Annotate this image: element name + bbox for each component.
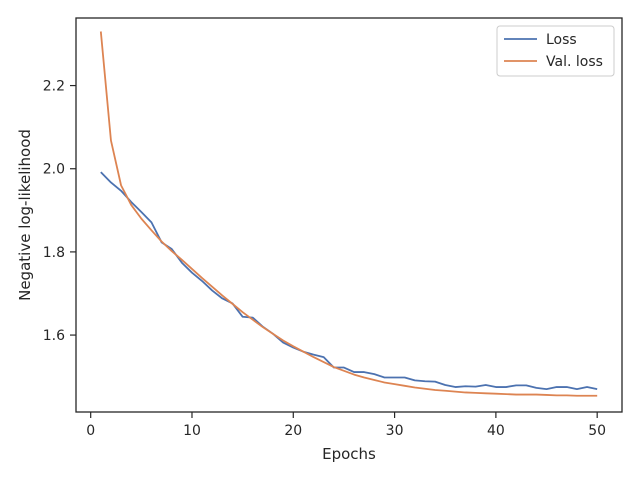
series-line-loss bbox=[100, 171, 598, 391]
series-line-val-loss bbox=[99, 31, 598, 397]
x-tick-label: 0 bbox=[86, 423, 95, 439]
x-tick-label: 10 bbox=[183, 423, 201, 439]
x-tick-label: 20 bbox=[284, 423, 302, 439]
x-tick-label: 50 bbox=[588, 423, 606, 439]
y-axis-ticks: 1.6 1.8 2.0 2.2 bbox=[43, 79, 76, 344]
y-axis-label: Negative log-likelihood bbox=[16, 129, 34, 301]
y-tick-label: 1.6 bbox=[43, 328, 65, 344]
legend: Loss Val. loss bbox=[496, 25, 615, 77]
x-tick-label: 40 bbox=[487, 423, 505, 439]
y-tick-label: 1.8 bbox=[43, 245, 65, 261]
series-layer bbox=[99, 31, 598, 397]
x-axis-ticks: 0 10 20 30 40 50 bbox=[86, 412, 606, 439]
legend-label-loss: Loss bbox=[546, 32, 577, 48]
y-tick-label: 2.2 bbox=[43, 79, 65, 95]
y-tick-label: 2.0 bbox=[43, 162, 65, 178]
legend-label-val-loss: Val. loss bbox=[546, 54, 603, 70]
x-tick-label: 30 bbox=[386, 423, 404, 439]
plot-frame bbox=[75, 17, 623, 413]
x-axis-label: Epochs bbox=[322, 445, 376, 463]
